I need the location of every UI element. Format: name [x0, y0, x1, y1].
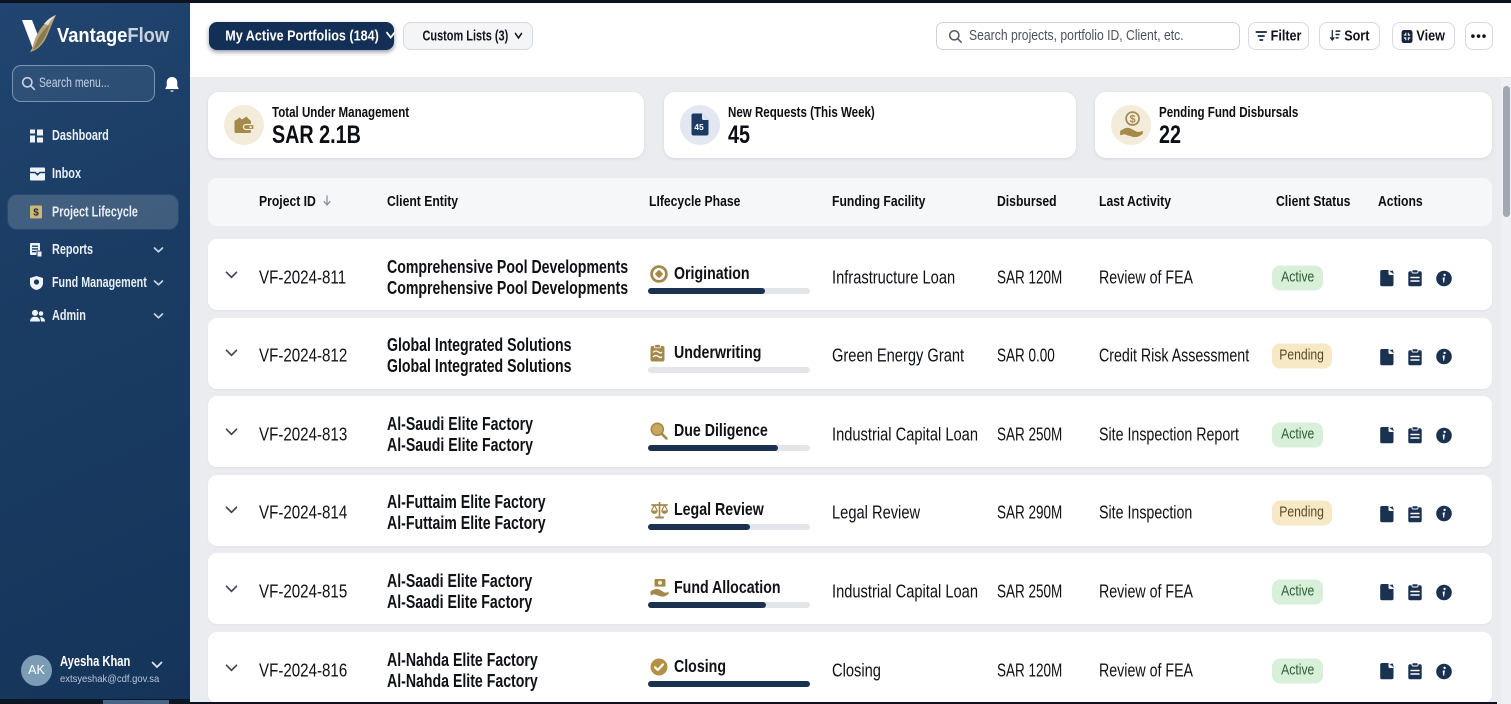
svg-text:45: 45	[694, 122, 704, 132]
svg-text:$: $	[1130, 113, 1136, 125]
svg-text:$: $	[33, 208, 39, 219]
